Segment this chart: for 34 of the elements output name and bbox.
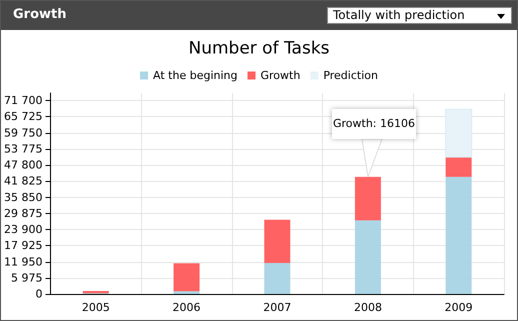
x-tick-label: 2009 (444, 301, 473, 314)
chart-title: Number of Tasks (188, 38, 330, 58)
y-tick-label: 53 775 (4, 142, 42, 156)
bar (354, 220, 381, 294)
y-tick-label: 41 825 (4, 174, 42, 188)
x-tick-label: 2008 (354, 301, 382, 314)
bar (264, 220, 290, 263)
annotation: Growth: 16106 (332, 109, 416, 139)
y-tick-label: 71 700 (4, 94, 42, 108)
legend-label: Prediction (323, 69, 378, 82)
bar (445, 108, 472, 158)
bar (446, 176, 472, 294)
y-tick-label: 65 725 (4, 110, 42, 124)
callout: Growth: 16106 (332, 109, 416, 177)
bar (264, 262, 290, 294)
bar (174, 263, 200, 292)
x-tick-label: 2007 (263, 301, 292, 314)
y-tick-label: 11 950 (4, 255, 42, 268)
y-tick-label: 47 800 (4, 158, 42, 172)
bar (446, 157, 472, 177)
y-tick-label: 23 900 (4, 223, 42, 236)
text: Growth (13, 7, 66, 22)
x-tick-label: 2005 (82, 301, 110, 314)
text: Totally with prediction (333, 8, 465, 22)
y-tick-label: 0 (35, 288, 42, 300)
x-tick-label: 2006 (172, 301, 201, 314)
y-tick-label: 17 925 (4, 239, 42, 252)
y-tick-label: 59 750 (4, 126, 42, 140)
y-tick-label: 29 875 (4, 206, 42, 220)
y-tick-label: 5 975 (10, 271, 42, 284)
legend-label: Growth (260, 69, 300, 82)
legend-label: At the begining (153, 69, 238, 82)
bar (174, 291, 200, 294)
y-tick-label: 35 850 (4, 190, 42, 204)
